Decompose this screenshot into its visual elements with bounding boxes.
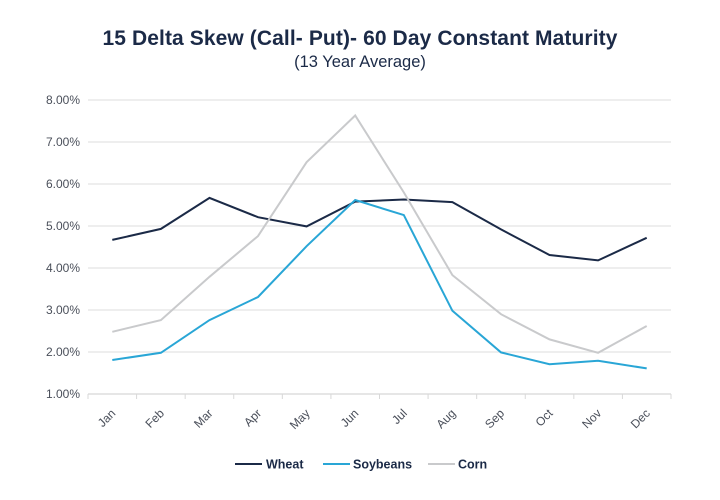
- x-tick-label: Sep: [482, 406, 507, 431]
- x-tick-label: Oct: [533, 406, 557, 430]
- chart-subtitle: (13 Year Average): [294, 53, 426, 71]
- x-tick-label: Dec: [628, 406, 653, 431]
- gridlines: [88, 99, 671, 353]
- x-tick-label: Jan: [95, 406, 119, 430]
- x-tick-label: Jul: [389, 406, 410, 427]
- x-tick-label: May: [287, 406, 313, 432]
- series-line-corn: [112, 113, 648, 354]
- x-tick-label: Apr: [241, 406, 264, 429]
- series-line-soybeans: [112, 198, 647, 370]
- y-tick-label: 7.00%: [46, 135, 80, 149]
- legend-item-corn[interactable]: Corn: [428, 458, 487, 472]
- x-tick-label: Jun: [338, 406, 362, 430]
- legend: Wheat Soybeans Corn: [235, 458, 487, 472]
- x-tick-label: Aug: [433, 406, 458, 431]
- legend-label: Corn: [458, 458, 487, 472]
- legend-label: Wheat: [266, 458, 304, 472]
- x-axis: Jan Feb Mar Apr May Jun Jul Aug Sep Oct Nov Dec: [87, 393, 672, 432]
- y-tick-label: 4.00%: [46, 261, 80, 275]
- y-tick-label: 1.00%: [46, 387, 80, 401]
- y-tick-label: 8.00%: [46, 93, 80, 107]
- x-tick-label: Feb: [142, 406, 167, 431]
- y-tick-label: 6.00%: [46, 177, 80, 191]
- legend-item-soybeans[interactable]: Soybeans: [323, 458, 412, 472]
- series-line-wheat: [112, 196, 648, 262]
- y-tick-label: 5.00%: [46, 219, 80, 233]
- series-lines: [112, 113, 648, 370]
- legend-item-wheat[interactable]: Wheat: [235, 458, 304, 472]
- chart-title: 15 Delta Skew (Call- Put)- 60 Day Consta…: [102, 27, 618, 50]
- y-tick-label: 3.00%: [46, 303, 80, 317]
- x-tick-label: Nov: [579, 406, 604, 431]
- y-tick-label: 2.00%: [46, 345, 80, 359]
- legend-label: Soybeans: [353, 458, 412, 472]
- y-axis-ticks: 1.00% 2.00% 3.00% 4.00% 5.00% 6.00% 7.00% 8.00%: [46, 93, 80, 401]
- x-tick-label: Mar: [191, 406, 216, 431]
